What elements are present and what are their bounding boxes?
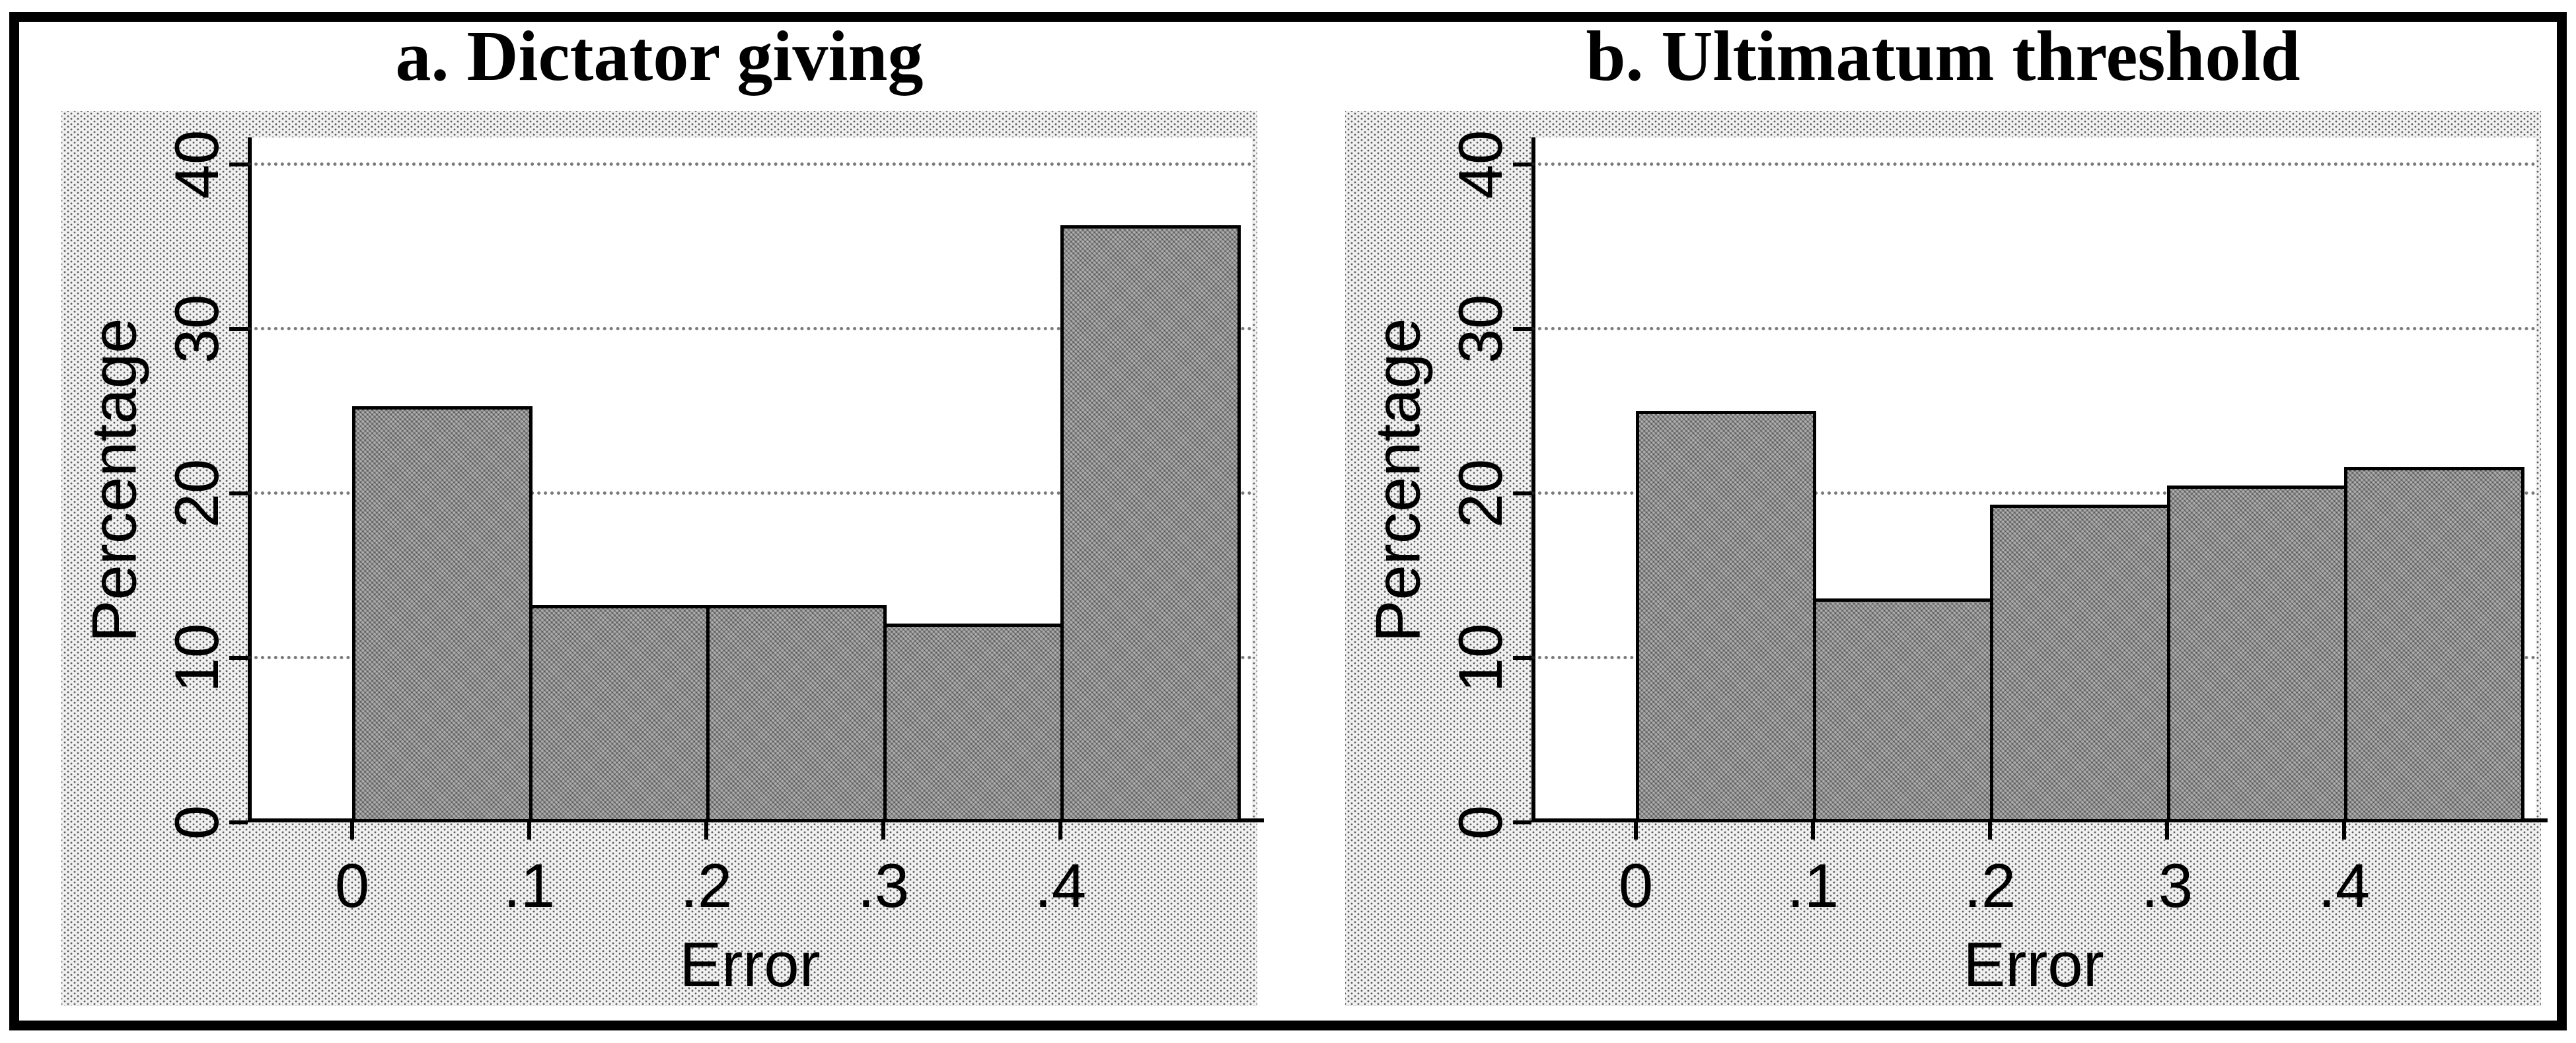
histogram-bar — [1060, 225, 1241, 822]
y-tick-mark — [1513, 327, 1531, 331]
panel-a-y-axis-line — [248, 137, 252, 822]
x-tick-mark — [350, 822, 354, 840]
panel-a-y-axis-title: Percentage — [78, 137, 151, 822]
y-tick-mark — [1513, 820, 1531, 824]
x-tick-mark — [704, 822, 708, 840]
x-tick-label: 0 — [334, 851, 370, 920]
y-tick-label: 20 — [162, 458, 231, 528]
histogram-bar — [883, 624, 1064, 822]
y-tick-mark — [229, 491, 248, 495]
y-tick-label: 0 — [162, 805, 231, 840]
y-tick-label: 10 — [162, 623, 231, 693]
histogram-bar — [2167, 486, 2347, 822]
panel-b-y-axis-title: Percentage — [1362, 137, 1434, 822]
x-tick-mark — [1634, 822, 1638, 840]
panel-b-plot-area — [1513, 137, 2548, 840]
panel-b-y-axis-line — [1531, 137, 1535, 822]
histogram-bar — [352, 406, 533, 822]
panel-a-y-axis-title-text: Percentage — [79, 317, 150, 643]
panel-a-plot-area — [229, 137, 1264, 840]
x-tick-label: .1 — [1786, 851, 1839, 920]
x-tick-mark — [2165, 822, 2169, 840]
x-tick-label: .2 — [680, 851, 733, 920]
y-tick-mark — [229, 327, 248, 331]
x-tick-mark — [1811, 822, 1815, 840]
histogram-bar — [1813, 598, 1993, 822]
y-tick-label: 10 — [1446, 623, 1515, 693]
gridline-y20 — [248, 491, 1252, 495]
histogram-bar — [706, 605, 887, 822]
x-tick-mark — [1058, 822, 1062, 840]
x-tick-label: .1 — [503, 851, 556, 920]
x-tick-mark — [2342, 822, 2346, 840]
y-tick-label: 40 — [162, 129, 231, 199]
y-tick-label: 30 — [162, 294, 231, 364]
y-tick-label: 40 — [1446, 129, 1515, 199]
gridline-y30 — [1531, 327, 2536, 330]
histogram-bar — [529, 605, 710, 822]
panel-b-x-axis-title: Error — [1963, 929, 2104, 1000]
panel-b: Percentage Error 0 10 20 30 40 0 .1 .2 .3 .4 — [1345, 111, 2548, 1006]
panel-a-x-axis-title: Error — [679, 929, 821, 1000]
x-tick-mark — [881, 822, 885, 840]
y-tick-mark — [1513, 162, 1531, 166]
y-tick-label: 0 — [1446, 805, 1515, 840]
x-tick-label: .4 — [2318, 851, 2371, 920]
y-tick-mark — [229, 656, 248, 660]
panel-a: Percentage Error 0 10 20 30 40 0 .1 .2 .3 .4 — [61, 111, 1264, 1006]
x-tick-mark — [1988, 822, 1992, 840]
x-tick-label: .3 — [2141, 851, 2193, 920]
y-tick-mark — [229, 820, 248, 824]
x-tick-label: .2 — [1964, 851, 2016, 920]
y-tick-label: 20 — [1446, 458, 1515, 528]
x-tick-label: .4 — [1034, 851, 1087, 920]
gridline-y40 — [248, 162, 1252, 166]
y-tick-mark — [1513, 491, 1531, 495]
gridline-y30 — [248, 327, 1252, 330]
panel-b-title: b. Ultimatum threshold — [1586, 17, 2300, 96]
panel-b-y-axis-title-text: Percentage — [1362, 317, 1434, 643]
gridline-y40 — [1531, 162, 2536, 166]
y-tick-mark — [229, 162, 248, 166]
panel-a-title: a. Dictator giving — [395, 17, 924, 96]
histogram-bar — [2344, 467, 2524, 822]
histogram-bar — [1990, 505, 2170, 822]
gridline-y20 — [1531, 491, 2536, 495]
x-tick-mark — [527, 822, 531, 840]
y-tick-label: 30 — [1446, 294, 1515, 364]
y-tick-mark — [1513, 656, 1531, 660]
histogram-bar — [1636, 411, 1816, 822]
x-tick-label: 0 — [1618, 851, 1654, 920]
x-tick-label: .3 — [857, 851, 910, 920]
